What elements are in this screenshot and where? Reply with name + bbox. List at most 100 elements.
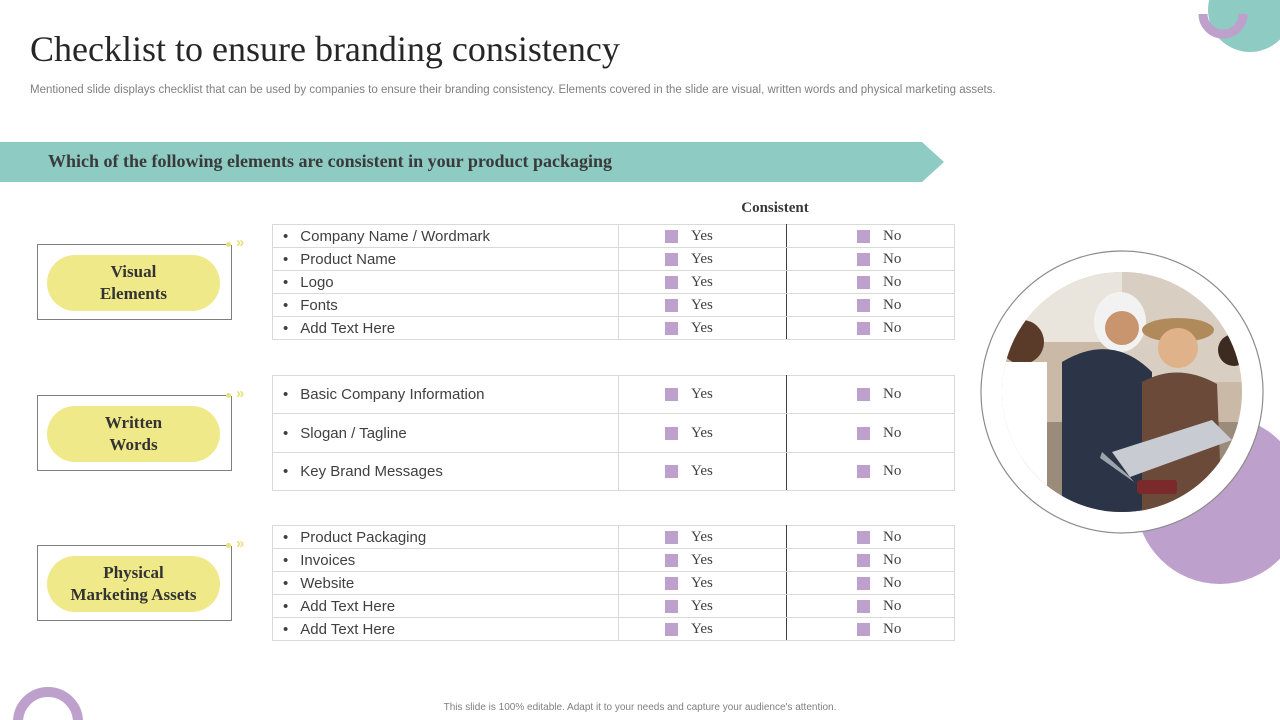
bullet-icon: • xyxy=(283,250,289,268)
item-cell: • Fonts xyxy=(272,293,619,317)
item-cell: • Add Text Here xyxy=(272,594,619,618)
bullet-icon: • xyxy=(283,528,289,546)
checkbox-icon[interactable] xyxy=(857,576,870,590)
item-cell: • Add Text Here xyxy=(272,617,619,641)
bullet-icon: • xyxy=(283,597,289,615)
item-cell: • Invoices xyxy=(272,548,619,572)
connector-dot xyxy=(226,543,231,548)
bullet-icon: • xyxy=(283,463,289,480)
table-row: • Fonts Yes No xyxy=(272,293,955,317)
checklist-table-written: • Basic Company Information Yes No • Sloga… xyxy=(272,375,955,491)
checkbox-icon[interactable] xyxy=(665,465,678,478)
bullet-icon: • xyxy=(283,574,289,592)
table-row: • Add Text Here Yes No xyxy=(272,594,955,618)
no-option[interactable]: No xyxy=(786,270,955,294)
checklist-table-physical: • Product Packaging Yes No • Invoices Yes … xyxy=(272,525,955,641)
question-banner: Which of the following elements are cons… xyxy=(48,151,613,171)
yes-option[interactable]: Yes xyxy=(618,247,787,271)
no-option[interactable]: No xyxy=(786,293,955,317)
checkbox-icon[interactable] xyxy=(857,275,870,289)
no-option[interactable]: No xyxy=(786,548,955,572)
checkbox-icon[interactable] xyxy=(665,599,678,613)
table-row: • Slogan / Tagline Yes No xyxy=(272,413,955,453)
yes-option[interactable]: Yes xyxy=(618,293,787,317)
bullet-icon: • xyxy=(283,227,289,245)
item-cell: • Add Text Here xyxy=(272,316,619,340)
bullet-icon: • xyxy=(283,620,289,638)
yes-option[interactable]: Yes xyxy=(618,594,787,618)
bullet-icon: • xyxy=(283,551,289,569)
checkbox-icon[interactable] xyxy=(665,530,678,544)
checkbox-icon[interactable] xyxy=(857,553,870,567)
category-connector-line xyxy=(37,244,230,245)
item-cell: • Logo xyxy=(272,270,619,294)
checkbox-icon[interactable] xyxy=(857,530,870,544)
checkbox-icon[interactable] xyxy=(665,275,678,289)
no-option[interactable]: No xyxy=(786,452,955,491)
checkbox-icon[interactable] xyxy=(857,388,870,401)
table-row: • Company Name / Wordmark Yes No xyxy=(272,224,955,248)
checkbox-icon[interactable] xyxy=(857,298,870,312)
yes-option[interactable]: Yes xyxy=(618,452,787,491)
checkbox-icon[interactable] xyxy=(857,426,870,440)
yes-option[interactable]: Yes xyxy=(618,571,787,595)
item-cell: • Basic Company Information xyxy=(272,375,619,414)
no-option[interactable]: No xyxy=(786,316,955,340)
checkbox-icon[interactable] xyxy=(665,426,678,440)
yes-option[interactable]: Yes xyxy=(618,548,787,572)
page-title: Checklist to ensure branding consistency xyxy=(30,29,620,69)
bullet-icon: • xyxy=(283,386,289,403)
category-label-physical-marketing-assets: Physical Marketing Assets xyxy=(47,556,220,612)
item-cell: • Key Brand Messages xyxy=(272,452,619,491)
bullet-icon: • xyxy=(283,273,289,291)
checkbox-icon[interactable] xyxy=(857,252,870,266)
item-cell: • Product Packaging xyxy=(272,525,619,549)
no-option[interactable]: No xyxy=(786,224,955,248)
yes-option[interactable]: Yes xyxy=(618,375,787,414)
no-option[interactable]: No xyxy=(786,375,955,414)
chevron-icon: » xyxy=(236,535,245,552)
yes-option[interactable]: Yes xyxy=(618,617,787,641)
no-option[interactable]: No xyxy=(786,594,955,618)
table-row: • Key Brand Messages Yes No xyxy=(272,452,955,491)
yes-option[interactable]: Yes xyxy=(618,413,787,453)
item-cell: • Slogan / Tagline xyxy=(272,413,619,453)
purple-corner-ring xyxy=(1198,13,1248,39)
checkbox-icon[interactable] xyxy=(857,599,870,613)
category-label-visual-elements: Visual Elements xyxy=(47,255,220,311)
yes-option[interactable]: Yes xyxy=(618,316,787,340)
checkbox-icon[interactable] xyxy=(665,229,678,243)
yes-option[interactable]: Yes xyxy=(618,270,787,294)
item-cell: • Product Name xyxy=(272,247,619,271)
chevron-icon: » xyxy=(236,234,245,251)
no-option[interactable]: No xyxy=(786,413,955,453)
checkbox-icon[interactable] xyxy=(665,388,678,401)
checkbox-icon[interactable] xyxy=(665,622,678,636)
table-row: • Logo Yes No xyxy=(272,270,955,294)
checkbox-icon[interactable] xyxy=(857,229,870,243)
no-option[interactable]: No xyxy=(786,525,955,549)
item-cell: • Company Name / Wordmark xyxy=(272,224,619,248)
bullet-icon: • xyxy=(283,296,289,314)
yes-option[interactable]: Yes xyxy=(618,224,787,248)
table-row: • Product Packaging Yes No xyxy=(272,525,955,549)
bullet-icon: • xyxy=(283,319,289,337)
checkbox-icon[interactable] xyxy=(665,321,678,335)
no-option[interactable]: No xyxy=(786,617,955,641)
category-label-written-words: Written Words xyxy=(47,406,220,462)
yes-option[interactable]: Yes xyxy=(618,525,787,549)
table-row: • Basic Company Information Yes No xyxy=(272,375,955,414)
table-row: • Website Yes No xyxy=(272,571,955,595)
page-subtitle: Mentioned slide displays checklist that … xyxy=(30,84,996,96)
team-photo xyxy=(1002,272,1242,512)
no-option[interactable]: No xyxy=(786,571,955,595)
checkbox-icon[interactable] xyxy=(665,553,678,567)
checkbox-icon[interactable] xyxy=(665,576,678,590)
checkbox-icon[interactable] xyxy=(857,321,870,335)
table-row: • Invoices Yes No xyxy=(272,548,955,572)
checkbox-icon[interactable] xyxy=(665,252,678,266)
checkbox-icon[interactable] xyxy=(857,465,870,478)
checkbox-icon[interactable] xyxy=(665,298,678,312)
no-option[interactable]: No xyxy=(786,247,955,271)
checkbox-icon[interactable] xyxy=(857,622,870,636)
